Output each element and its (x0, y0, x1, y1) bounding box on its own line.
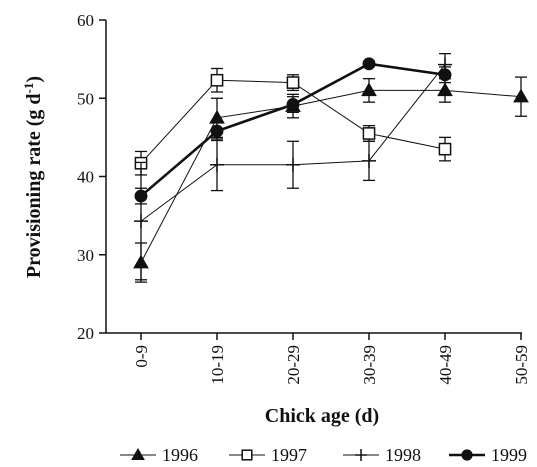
plus-marker (210, 157, 224, 172)
legend-label: 1998 (385, 445, 421, 465)
circle-marker (362, 57, 376, 71)
circle-marker (438, 68, 452, 82)
square-marker (210, 73, 224, 87)
legend: 1996 1997 1998 1999 (120, 445, 527, 465)
plus-marker (286, 157, 300, 172)
plus-marker (134, 214, 148, 229)
legend-item-1999: 1999 (449, 445, 527, 465)
triangle-marker (513, 88, 529, 103)
legend-item-1998: 1998 (343, 445, 421, 465)
axes: 20 30 40 50 60 0-9 10-19 20-29 30-39 40-49 50-59 (77, 11, 531, 385)
y-tick-label: 40 (77, 168, 94, 187)
y-axis-title-superscript: -1 (21, 83, 36, 94)
plus-marker (355, 449, 367, 461)
circle-marker (286, 98, 300, 111)
triangle-marker (437, 82, 453, 97)
y-axis-title: Provisioning rate (g d-1) (21, 76, 45, 278)
square-marker (286, 76, 300, 89)
plus-marker (362, 153, 376, 168)
circle-marker (461, 449, 473, 461)
legend-label: 1997 (271, 445, 307, 465)
legend-label: 1996 (162, 445, 198, 465)
y-tick-label: 30 (77, 246, 94, 265)
square-marker (362, 127, 376, 140)
series-line (140, 89, 522, 263)
y-tick-label: 50 (77, 89, 94, 108)
x-tick-label: 0-9 (132, 345, 151, 368)
square-marker (438, 142, 452, 156)
square-marker (241, 449, 253, 461)
series-1999 (134, 57, 452, 205)
circle-marker (134, 189, 148, 203)
legend-item-1996: 1996 (120, 445, 198, 465)
circle-marker (210, 124, 224, 138)
series-1998 (134, 52, 452, 281)
series-group (133, 52, 529, 283)
legend-label: 1999 (491, 445, 527, 465)
x-axis-title: Chick age (d) (265, 405, 379, 427)
triangle-marker (131, 447, 145, 460)
x-tick-label: 40-49 (436, 345, 455, 385)
x-tick-label: 10-19 (208, 345, 227, 385)
y-tick-label: 60 (77, 11, 94, 30)
triangle-marker (361, 82, 377, 97)
x-tick-label: 20-29 (284, 345, 303, 385)
x-tick-label: 30-39 (360, 345, 379, 385)
y-axis-title-main: Provisioning rate (g d (23, 93, 45, 278)
x-tick-label: 50-59 (512, 345, 531, 385)
y-axis-title-suffix: ) (23, 76, 45, 83)
y-tick-label: 20 (77, 324, 94, 343)
legend-item-1997: 1997 (229, 445, 307, 465)
